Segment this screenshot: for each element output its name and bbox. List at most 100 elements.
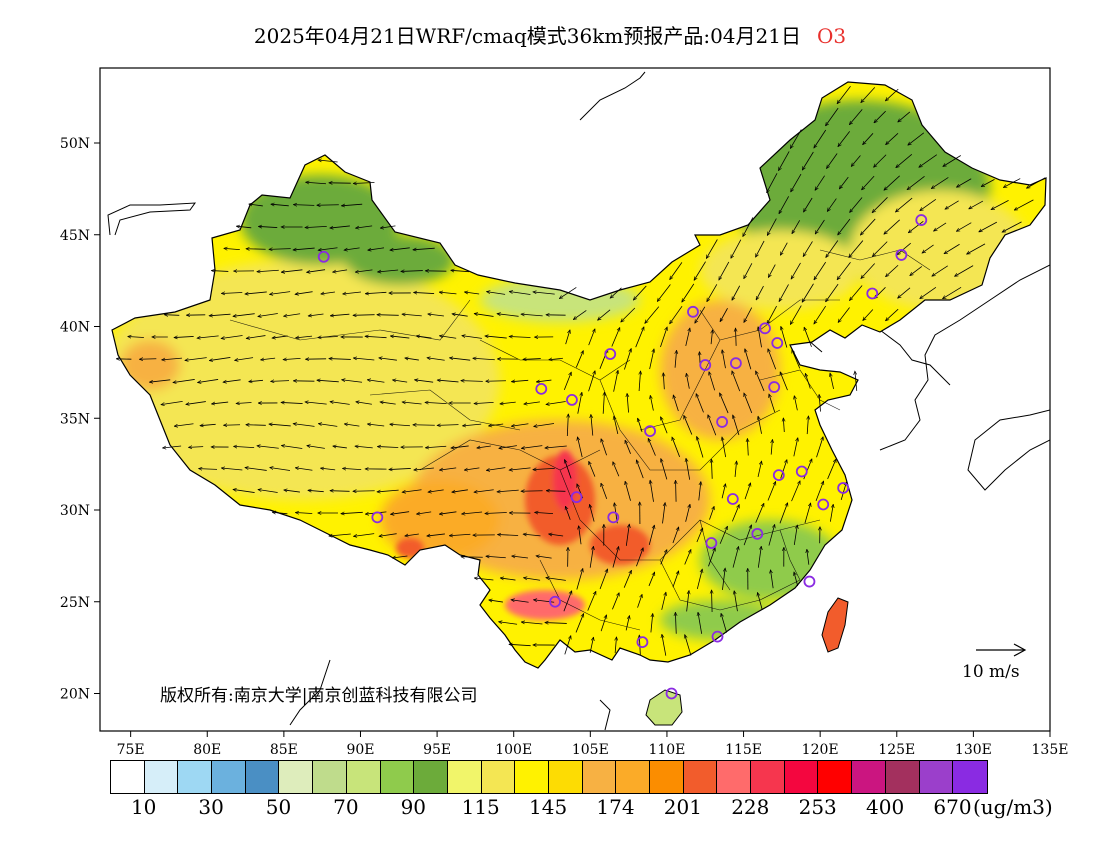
legend-label: 145	[529, 795, 568, 819]
station-marker	[644, 425, 656, 437]
station-marker	[317, 250, 330, 263]
wind-vectors	[116, 86, 1046, 656]
legend-label: 50	[265, 795, 292, 819]
lon-label: 125E	[878, 742, 915, 758]
legend-swatch	[515, 761, 549, 793]
legend-swatch	[751, 761, 785, 793]
axis-ticks: 50N 45N 40N 35N 30N 25N 20N 75E 80E 85E 90E 95E 100E…	[60, 136, 1069, 758]
legend-swatch	[144, 761, 179, 793]
taiwan-island	[821, 597, 849, 653]
legend-swatch	[650, 761, 684, 793]
lon-label: 110E	[648, 742, 685, 758]
lon-label: 85E	[270, 742, 298, 758]
station-marker	[726, 493, 739, 505]
legend-swatch	[616, 761, 650, 793]
station-marker	[566, 393, 578, 406]
forecast-map: 50N 45N 40N 35N 30N 25N 20N 75E 80E 85E 90E 95E 100E…	[60, 67, 1069, 758]
station-marker	[711, 630, 724, 643]
color-legend	[110, 760, 988, 794]
legend-label: 70	[333, 795, 359, 819]
wind-scale-arrow	[976, 643, 1027, 657]
title-text: 2025年04月21日WRF/cmaq模式36km预报产品:04月21日	[253, 24, 801, 48]
map-frame	[99, 67, 1051, 732]
legend-swatch	[784, 761, 819, 793]
legend-swatch	[818, 761, 853, 793]
lon-label: 75E	[117, 742, 145, 758]
lon-label: 115E	[725, 742, 762, 758]
lat-label: 30N	[60, 503, 90, 519]
legend-label: 10	[130, 795, 157, 819]
station-marker	[665, 687, 678, 700]
legend-swatch	[447, 761, 482, 793]
legend-unit: (ug/m3)	[973, 795, 1053, 819]
lon-label: 105E	[572, 742, 609, 758]
lat-label: 35N	[60, 411, 90, 427]
station-marker	[535, 382, 548, 395]
legend-swatch	[178, 761, 213, 793]
legend-swatch	[717, 761, 752, 793]
station-marker	[837, 482, 850, 494]
station-marker	[371, 511, 384, 524]
station-marker	[604, 348, 617, 360]
legend-swatch	[683, 761, 718, 793]
legend-swatch	[481, 761, 516, 793]
neighbor-coastline	[107, 71, 1050, 731]
ozone-concentration-field	[112, 82, 1046, 668]
legend-label: 174	[596, 795, 635, 819]
station-marker	[751, 527, 764, 540]
legend-label: 115	[461, 795, 500, 819]
legend-label: 253	[798, 795, 837, 819]
station-marker	[915, 214, 928, 226]
station-marker	[699, 359, 712, 371]
station-marker	[636, 636, 649, 649]
legend-label: 201	[663, 795, 702, 819]
legend-swatch	[346, 761, 381, 793]
station-marker	[729, 357, 742, 370]
chart-title: 2025年04月21日WRF/cmaq模式36km预报产品:04月21日 O3	[0, 20, 1100, 49]
legend-label: 228	[731, 795, 770, 819]
lon-label: 120E	[802, 742, 839, 758]
station-marker	[795, 465, 808, 478]
species-label: O3	[816, 24, 847, 48]
legend-swatch	[582, 761, 617, 793]
legend-label: 400	[866, 795, 905, 819]
legend-swatch	[313, 761, 347, 793]
station-marker	[768, 381, 781, 393]
lon-label: 135E	[1032, 742, 1069, 758]
lon-label: 90E	[346, 742, 374, 758]
legend-swatch	[414, 761, 448, 793]
legend-swatch	[380, 761, 415, 793]
legend-swatch	[111, 761, 145, 793]
legend-swatch	[852, 761, 886, 793]
station-marker	[803, 575, 816, 588]
china-border	[111, 81, 1047, 669]
legend-swatch	[919, 761, 954, 793]
legend-label: 670	[933, 795, 972, 819]
station-marker	[705, 537, 718, 549]
station-marker	[607, 511, 620, 524]
legend-label: 90	[400, 795, 427, 819]
legend-label: 30	[198, 795, 224, 819]
province-borders	[229, 249, 931, 631]
station-marker	[771, 337, 784, 349]
legend-swatch	[885, 761, 920, 793]
lon-label: 95E	[423, 742, 451, 758]
legend-swatch	[279, 761, 314, 793]
station-marker	[687, 305, 699, 318]
lon-label: 80E	[193, 742, 221, 758]
station-marker	[817, 498, 830, 511]
station-marker	[866, 287, 879, 300]
station-marker	[716, 416, 728, 428]
lat-label: 20N	[60, 687, 90, 703]
lat-label: 25N	[60, 595, 90, 611]
legend-swatch	[548, 761, 583, 793]
station-marker	[895, 249, 908, 261]
legend-swatch	[245, 761, 280, 793]
lon-label: 130E	[955, 742, 992, 758]
station-marker	[570, 491, 583, 504]
lon-label: 100E	[495, 742, 532, 758]
legend-swatch	[212, 761, 246, 793]
station-marker	[772, 469, 785, 482]
copyright-text: 版权所有:南京大学|南京创蓝科技有限公司	[160, 686, 478, 706]
wind-scale-label: 10 m/s	[962, 662, 1020, 682]
